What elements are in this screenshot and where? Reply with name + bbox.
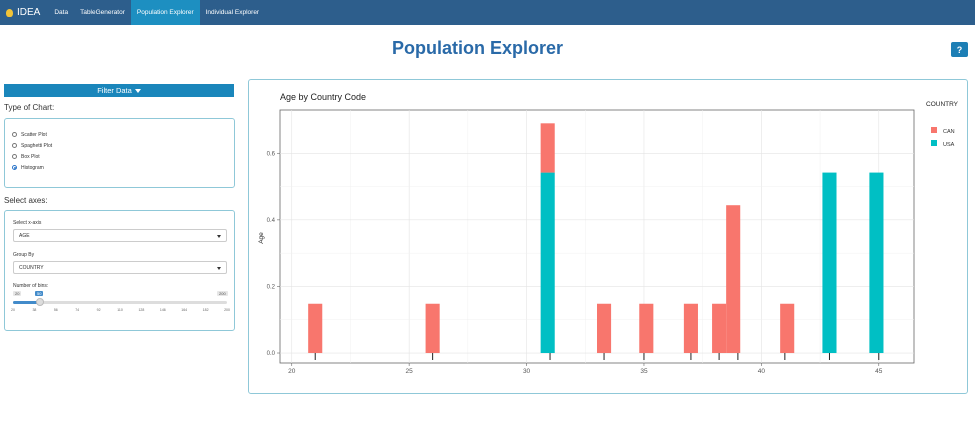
radio-scatter-plot[interactable]: Scatter Plot xyxy=(5,129,234,140)
x-tick-label: 35 xyxy=(640,368,648,375)
nav-item-table-generator[interactable]: TableGenerator xyxy=(74,0,131,25)
axes-panel: Select x-axis AGE Group By COUNTRY Numbe… xyxy=(4,210,235,331)
caret-down-icon xyxy=(217,235,221,238)
nav-item-label: Population Explorer xyxy=(136,9,194,16)
y-tick-label: 0.4 xyxy=(267,218,276,224)
x-axis-select[interactable]: AGE xyxy=(13,229,227,242)
bins-slider-fill xyxy=(13,301,40,304)
group-by-select[interactable]: COUNTRY xyxy=(13,261,227,274)
bar-can xyxy=(425,303,440,354)
bar-usa xyxy=(869,172,884,354)
bins-slider-track[interactable] xyxy=(13,301,227,304)
slider-max-label: 200 xyxy=(217,291,228,296)
slider-tick-label: 182 xyxy=(202,308,209,312)
bar-can xyxy=(726,205,741,354)
slider-tick-label: 200 xyxy=(224,308,230,312)
bar-can xyxy=(639,303,654,354)
select-axes-heading: Select axes: xyxy=(4,196,48,205)
x-tick-label: 45 xyxy=(875,368,883,375)
radio-label: Box Plot xyxy=(21,153,40,160)
navbar: IDEA Data TableGenerator Population Expl… xyxy=(0,0,975,25)
slider-tick-label: 146 xyxy=(159,308,166,312)
chart-type-panel: Scatter Plot Spaghetti Plot Box Plot His… xyxy=(4,118,235,188)
radio-spaghetti-plot[interactable]: Spaghetti Plot xyxy=(5,140,234,151)
slider-tick-label: 164 xyxy=(181,308,188,312)
slider-tick-label: 20 xyxy=(11,308,15,312)
slider-value-label: 50 xyxy=(35,291,44,296)
lightbulb-icon xyxy=(6,8,13,17)
nav-item-label: Data xyxy=(54,9,69,16)
bar-usa xyxy=(822,172,837,354)
radio-label: Scatter Plot xyxy=(21,131,47,138)
help-button[interactable]: ? xyxy=(951,42,968,57)
legend-label-usa: USA xyxy=(943,142,955,148)
caret-down-icon xyxy=(217,267,221,270)
y-tick-label: 0.6 xyxy=(267,151,276,157)
radio-circle[interactable] xyxy=(12,165,17,170)
bar-can xyxy=(308,303,323,354)
radio-circle[interactable] xyxy=(12,132,17,137)
bins-label: Number of bins: xyxy=(13,283,49,289)
nav-item-data[interactable]: Data xyxy=(48,0,74,25)
chart-title: Age by Country Code xyxy=(280,92,366,102)
radio-histogram[interactable]: Histogram xyxy=(5,162,234,173)
x-axis-label: Select x-axis xyxy=(13,220,42,226)
slider-tick-label: 74 xyxy=(75,308,80,312)
group-by-label: Group By xyxy=(13,252,35,258)
bar-can xyxy=(597,303,612,354)
bar-usa xyxy=(540,172,555,354)
bins-slider-ticks: 20 38 56 74 92 110 128 146 164 182 200 xyxy=(11,308,230,318)
bar-can xyxy=(683,303,698,354)
bar-can xyxy=(540,123,555,173)
bins-slider-handle[interactable] xyxy=(36,298,44,306)
x-axis-value: AGE xyxy=(19,232,30,239)
nav-item-individual-explorer[interactable]: Individual Explorer xyxy=(200,0,265,25)
page-title: Population Explorer xyxy=(391,38,564,58)
slider-min-label: 20 xyxy=(13,291,22,296)
radio-circle[interactable] xyxy=(12,143,17,148)
group-by-value: COUNTRY xyxy=(19,264,44,271)
filter-data-label: Filter Data xyxy=(97,86,132,95)
y-tick-label: 0.0 xyxy=(267,351,276,357)
nav-item-label: TableGenerator xyxy=(80,9,125,16)
radio-circle[interactable] xyxy=(12,154,17,159)
slider-tick-label: 92 xyxy=(96,308,101,312)
legend-swatch-usa xyxy=(931,140,937,146)
filter-data-button[interactable]: Filter Data xyxy=(4,84,234,97)
nav-item-label: Individual Explorer xyxy=(205,9,260,16)
nav-item-population-explorer[interactable]: Population Explorer xyxy=(130,0,200,25)
help-icon: ? xyxy=(956,44,963,55)
radio-label: Spaghetti Plot xyxy=(21,142,53,149)
radio-box-plot[interactable]: Box Plot xyxy=(5,151,234,162)
slider-tick-label: 56 xyxy=(53,308,58,312)
slider-tick-label: 110 xyxy=(117,308,123,312)
chart-type-heading: Type of Chart: xyxy=(4,103,55,112)
brand[interactable]: IDEA xyxy=(0,0,48,25)
x-tick-label: 25 xyxy=(406,368,414,375)
x-tick-label: 20 xyxy=(288,368,296,375)
brand-label: IDEA xyxy=(17,7,41,18)
bar-can xyxy=(712,303,727,354)
legend-title: COUNTRY xyxy=(926,101,959,108)
slider-tick-label: 38 xyxy=(32,308,37,312)
x-tick-label: 40 xyxy=(758,368,766,375)
legend-swatch-can xyxy=(931,127,937,133)
legend-label-can: CAN xyxy=(943,129,955,135)
y-axis-label: Age xyxy=(258,232,265,244)
radio-label: Histogram xyxy=(21,164,44,171)
slider-tick-label: 128 xyxy=(138,308,145,312)
chevron-down-icon xyxy=(134,88,141,93)
y-tick-label: 0.2 xyxy=(267,284,276,290)
bar-can xyxy=(780,303,795,354)
x-tick-label: 30 xyxy=(523,368,531,375)
histogram-chart: Age by Country Code 20 25 30 35 40 45 0.0 0.2 0.4… xyxy=(258,92,959,375)
chart-panel: Age by Country Code 20 25 30 35 40 45 0.0 0.2 0.4… xyxy=(248,79,968,394)
